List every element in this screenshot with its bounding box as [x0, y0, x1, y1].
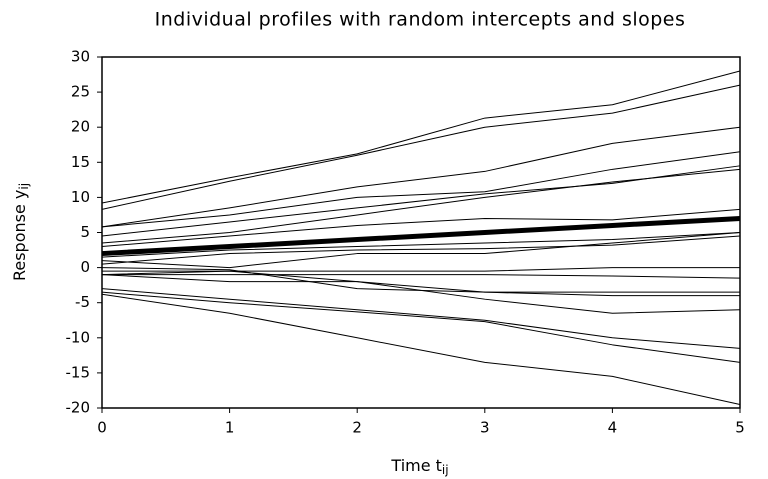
series-line [101, 235, 741, 265]
y-tick-label: -20 [66, 399, 91, 417]
series-line [101, 215, 741, 257]
y-tick-label: 20 [71, 118, 90, 136]
y-axis-label: Response yij [10, 183, 31, 281]
series-line [101, 84, 741, 210]
series-line [101, 208, 741, 248]
x-axis-label-sub: ij [442, 463, 449, 477]
y-tick-label: -15 [66, 363, 91, 381]
series-line [101, 126, 741, 228]
series-line [101, 232, 741, 269]
y-tick-label: 5 [80, 223, 90, 241]
x-tick-label: 0 [97, 419, 107, 437]
series-line [101, 232, 741, 258]
x-tick-label: 4 [608, 419, 618, 437]
y-axis-label-sub: ij [17, 183, 31, 190]
y-tick-label: 15 [71, 153, 90, 171]
y-axis-label-text: Response y [10, 190, 29, 281]
series-line [101, 274, 740, 297]
series-line [102, 274, 741, 279]
x-tick-label: 3 [480, 419, 490, 437]
y-tick-label: 10 [71, 188, 90, 206]
y-tick-label: -5 [75, 293, 90, 311]
y-tick-label: 0 [80, 258, 90, 276]
series-line [101, 291, 741, 363]
x-tick-label: 2 [352, 419, 362, 437]
plot-frame [101, 56, 741, 409]
x-tick-label: 1 [225, 419, 235, 437]
series-line [101, 151, 741, 228]
series-line [101, 165, 741, 237]
chart-title: Individual profiles with random intercep… [155, 9, 686, 31]
series-line [102, 267, 740, 272]
x-axis-label-text: Time t [390, 456, 442, 475]
series-line [101, 288, 741, 349]
series-line [101, 168, 741, 244]
x-tick-label: 5 [735, 419, 745, 437]
y-tick-label: 25 [71, 83, 90, 101]
y-tick-label: 30 [71, 48, 90, 66]
x-axis-label: Time tij [390, 456, 448, 477]
series-line [101, 270, 741, 314]
y-tick-label: -10 [66, 328, 91, 346]
series-line [101, 70, 741, 204]
series-line [101, 293, 741, 405]
